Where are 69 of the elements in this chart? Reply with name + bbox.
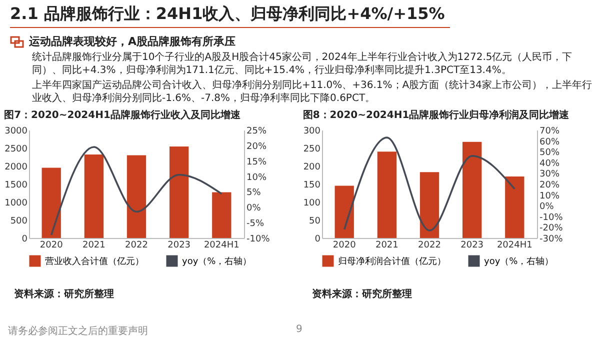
text: 请务必参阅正文之后的重要声明: [8, 324, 148, 337]
bar: [420, 172, 440, 238]
y-tick-label: 500: [10, 216, 28, 226]
bar: [42, 168, 61, 238]
text: 2.1 品牌服饰行业：24H1收入、归母净利同比+4%/+15%: [10, 4, 450, 28]
x-tick-label: 2021: [82, 240, 106, 250]
y-tick-label: 1500: [4, 180, 28, 190]
x-tick-label: 2020: [40, 240, 64, 250]
chart-title: 图7：2020~2024H1品牌服饰行业收入及同比增速: [4, 109, 242, 121]
x-tick-label: 2023: [460, 240, 484, 250]
y2-tick-label: 5%: [246, 188, 262, 198]
y2-tick-label: 30%: [540, 170, 560, 180]
y2-tick-label: -30%: [540, 234, 564, 244]
legend-label: 归母净利润合计值（亿元）: [338, 256, 446, 267]
x-tick-label: 2023: [168, 240, 191, 250]
y-tick-label: 200: [303, 162, 321, 172]
x-tick-label: 2024H1: [204, 240, 240, 250]
text: 9: [296, 324, 302, 335]
y2-tick-label: -10%: [540, 212, 564, 223]
y2-tick-label: 10%: [540, 191, 560, 202]
y2-tick-label: -5%: [246, 219, 264, 230]
y2-tick-label: 20%: [246, 142, 267, 152]
y-tick-label: 250: [303, 144, 321, 154]
x-tick-label: 2022: [418, 240, 441, 250]
text: 运动品牌表现较好，A股品牌服饰有所承压: [29, 34, 236, 49]
legend-label: yoy（%，右轴）: [182, 256, 252, 267]
y-tick-label: 150: [303, 180, 321, 190]
bar: [505, 176, 524, 238]
y2-tick-label: 70%: [540, 126, 560, 136]
text: 统计品牌服饰行业分属于10个子行业的A股及H股合计45家公司，2024年上半年行业合计收入为1272.5亿元（人民币，下同）、同比+4.3%，归母净利润为171.1亿元、同比+15.4%，行业归母净利率同比提升1.3PCT至13.4%。: [32, 52, 574, 77]
y2-tick-label: 60%: [540, 137, 560, 148]
y2-tick-label: 0%: [540, 202, 554, 212]
y-tick-label: 300: [303, 126, 321, 136]
line-series: [343, 136, 516, 232]
y2-tick-label: 25%: [246, 126, 267, 136]
line-series: [50, 146, 223, 236]
y-tick-label: 1000: [4, 198, 28, 208]
legend-label: yoy（%，右轴）: [484, 256, 554, 267]
y-tick-label: 100: [303, 198, 321, 208]
bar: [126, 155, 146, 238]
bar: [462, 142, 482, 238]
y2-tick-label: 0%: [246, 204, 262, 214]
y-tick-label: 50: [309, 216, 321, 226]
x-tick-label: 2022: [125, 240, 148, 250]
y-tick-label: 0: [22, 234, 28, 244]
text: 资料来源：研究所整理: [14, 288, 115, 301]
y-tick-label: 2500: [4, 144, 28, 154]
x-tick-label: 2020: [332, 240, 356, 250]
y2-tick-label: -10%: [246, 234, 270, 244]
chart-title: 图8：2020~2024H1品牌服饰行业归母净利润及同比增速: [302, 109, 570, 121]
y-tick-label: 2000: [4, 162, 28, 172]
bar: [84, 154, 104, 238]
bar: [377, 152, 397, 238]
text: 资料来源：研究所整理: [312, 288, 413, 301]
y2-tick-label: -20%: [540, 224, 564, 234]
bar: [212, 192, 232, 238]
y2-tick-label: 40%: [540, 158, 560, 169]
y2-tick-label: 20%: [540, 180, 560, 190]
legend-label: 营业收入合计值（亿元）: [45, 256, 144, 267]
y2-tick-label: 50%: [540, 148, 560, 158]
bar: [169, 146, 189, 238]
y2-tick-label: 10%: [246, 172, 267, 183]
bar: [334, 186, 354, 238]
x-tick-label: 2024H1: [496, 240, 532, 250]
text: 上半年四家国产运动品牌公司合计收入、归母净利润分别同比+11.0%、+36.1%；A股方面（统计34家上市公司），上半年行业收入、归母净利润分别同比-1.6%、-7.8%，归母净利率同比下降0.6PCT。: [32, 80, 592, 105]
y2-tick-label: 15%: [246, 157, 267, 168]
y-tick-label: 0: [314, 234, 321, 244]
x-tick-label: 2021: [375, 240, 398, 250]
y-tick-label: 3000: [4, 126, 28, 136]
